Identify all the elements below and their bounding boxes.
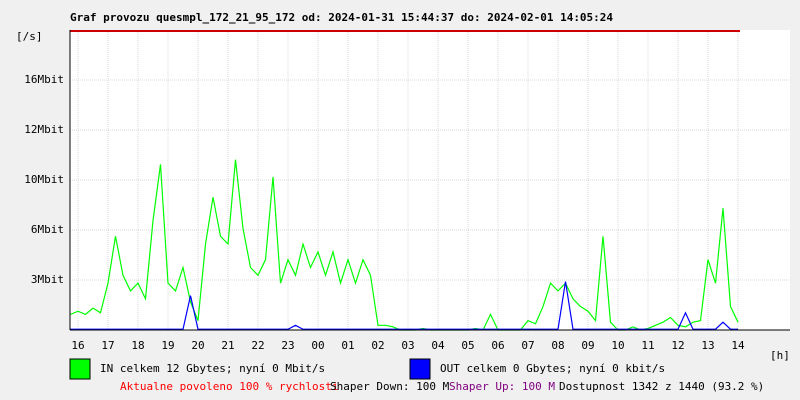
x-tick-label: 21 (221, 339, 234, 352)
x-tick-label: 09 (581, 339, 594, 352)
x-tick-label: 16 (71, 339, 84, 352)
y-tick-label: 10Mbit (24, 173, 64, 186)
x-tick-label: 11 (641, 339, 654, 352)
grid (70, 30, 790, 330)
footer-availability: Dostupnost 1342 z 1440 (93.2 %) (559, 380, 764, 393)
footer-shaper-down: Shaper Down: 100 M (330, 380, 450, 393)
x-unit: [h] (770, 349, 790, 362)
y-unit: [/s] (16, 30, 43, 43)
y-tick-label: 3Mbit (31, 273, 64, 286)
legend-swatch (409, 358, 431, 380)
legend-label: IN celkem 12 Gbytes; nyní 0 Mbit/s (100, 362, 325, 375)
x-tick-label: 00 (311, 339, 324, 352)
legend-swatch (69, 358, 91, 380)
y-tick-label: 12Mbit (24, 123, 64, 136)
x-tick-label: 10 (611, 339, 624, 352)
x-tick-label: 05 (461, 339, 474, 352)
y-tick-label: 16Mbit (24, 73, 64, 86)
x-tick-label: 07 (521, 339, 534, 352)
y-tick-label: 6Mbit (31, 223, 64, 236)
x-tick-label: 03 (401, 339, 414, 352)
footer-shaper-up: Shaper Up: 100 M (449, 380, 555, 393)
x-tick-label: 19 (161, 339, 174, 352)
series-line (70, 281, 738, 330)
x-tick-label: 22 (251, 339, 264, 352)
x-tick-label: 12 (671, 339, 684, 352)
x-tick-label: 08 (551, 339, 564, 352)
x-tick-label: 20 (191, 339, 204, 352)
x-tick-label: 14 (731, 339, 745, 352)
x-tick-label: 13 (701, 339, 714, 352)
x-tick-label: 02 (371, 339, 384, 352)
x-tick-label: 01 (341, 339, 354, 352)
x-tick-label: 06 (491, 339, 504, 352)
x-tick-label: 17 (101, 339, 114, 352)
footer-allowed: Aktualne povoleno 100 % rychlosti (120, 380, 339, 393)
x-tick-label: 23 (281, 339, 294, 352)
legend-label: OUT celkem 0 Gbytes; nyní 0 kbit/s (440, 362, 665, 375)
chart-title: Graf provozu quesmpl_172_21_95_172 od: 2… (70, 11, 613, 24)
x-tick-label: 18 (131, 339, 144, 352)
x-tick-label: 04 (431, 339, 445, 352)
